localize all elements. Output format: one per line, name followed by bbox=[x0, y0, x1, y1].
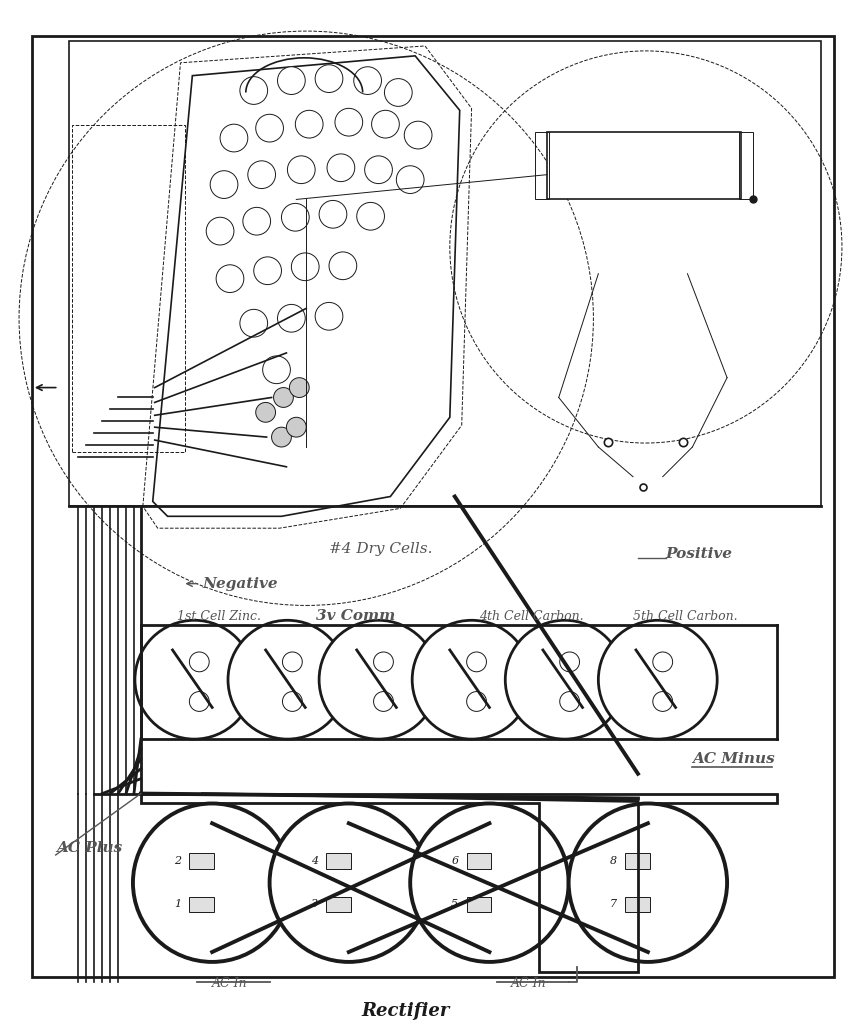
Text: AC Minus: AC Minus bbox=[691, 752, 774, 766]
Text: 6: 6 bbox=[450, 856, 458, 866]
Text: 1: 1 bbox=[174, 899, 181, 909]
Circle shape bbox=[216, 265, 244, 293]
Circle shape bbox=[282, 652, 302, 672]
Circle shape bbox=[282, 204, 309, 231]
Text: 8: 8 bbox=[609, 856, 616, 866]
Circle shape bbox=[326, 154, 355, 181]
Text: AC Plus: AC Plus bbox=[56, 841, 121, 855]
Circle shape bbox=[295, 111, 323, 138]
Text: AC In: AC In bbox=[511, 977, 546, 990]
Bar bbox=[325, 853, 350, 868]
Circle shape bbox=[263, 356, 290, 384]
Text: Negative: Negative bbox=[202, 577, 277, 591]
Bar bbox=[189, 853, 214, 868]
Text: 4th Cell Carbon.: 4th Cell Carbon. bbox=[479, 610, 584, 624]
Circle shape bbox=[256, 402, 276, 422]
Bar bbox=[325, 897, 350, 912]
Text: 3v Comm: 3v Comm bbox=[316, 609, 395, 624]
Text: 1st Cell Zinc.: 1st Cell Zinc. bbox=[177, 610, 261, 624]
Circle shape bbox=[291, 253, 319, 281]
Circle shape bbox=[319, 201, 346, 228]
Circle shape bbox=[247, 161, 276, 188]
Circle shape bbox=[559, 691, 579, 712]
Circle shape bbox=[271, 427, 291, 447]
Circle shape bbox=[652, 691, 672, 712]
Bar bbox=[546, 132, 740, 200]
Circle shape bbox=[466, 691, 486, 712]
Text: 7: 7 bbox=[609, 899, 616, 909]
Circle shape bbox=[335, 109, 362, 136]
Circle shape bbox=[286, 418, 306, 437]
Circle shape bbox=[396, 166, 424, 194]
Circle shape bbox=[404, 121, 431, 148]
Bar bbox=[69, 41, 821, 507]
Circle shape bbox=[505, 621, 623, 739]
Circle shape bbox=[282, 691, 302, 712]
Circle shape bbox=[269, 804, 428, 962]
Circle shape bbox=[410, 804, 568, 962]
Circle shape bbox=[652, 652, 672, 672]
Circle shape bbox=[243, 207, 270, 236]
Circle shape bbox=[559, 652, 579, 672]
Text: #4 Dry Cells.: #4 Dry Cells. bbox=[328, 542, 431, 556]
Circle shape bbox=[315, 302, 343, 330]
Circle shape bbox=[353, 67, 381, 94]
Circle shape bbox=[287, 156, 315, 183]
Bar bbox=[624, 853, 649, 868]
Bar bbox=[466, 897, 491, 912]
Text: Positive: Positive bbox=[665, 547, 732, 561]
Text: 2: 2 bbox=[174, 856, 181, 866]
Circle shape bbox=[384, 79, 412, 106]
Circle shape bbox=[373, 691, 393, 712]
Circle shape bbox=[189, 691, 209, 712]
Circle shape bbox=[466, 652, 486, 672]
Circle shape bbox=[319, 621, 437, 739]
Circle shape bbox=[135, 621, 253, 739]
Text: 4: 4 bbox=[310, 856, 318, 866]
Circle shape bbox=[206, 217, 233, 245]
Bar bbox=[189, 897, 214, 912]
Text: AC In: AC In bbox=[212, 977, 247, 990]
Circle shape bbox=[210, 171, 238, 199]
Circle shape bbox=[228, 621, 346, 739]
Circle shape bbox=[568, 804, 726, 962]
Text: 5: 5 bbox=[450, 899, 458, 909]
Circle shape bbox=[189, 652, 209, 672]
Text: 5th Cell Carbon.: 5th Cell Carbon. bbox=[632, 610, 737, 624]
Circle shape bbox=[364, 156, 392, 183]
Circle shape bbox=[598, 621, 716, 739]
Circle shape bbox=[315, 65, 343, 92]
Bar bbox=[738, 132, 752, 200]
Polygon shape bbox=[152, 56, 459, 516]
Circle shape bbox=[239, 309, 267, 337]
Text: 3: 3 bbox=[310, 899, 318, 909]
Bar bbox=[624, 897, 649, 912]
Circle shape bbox=[356, 203, 384, 230]
Bar bbox=[71, 125, 185, 452]
Circle shape bbox=[239, 77, 267, 104]
Bar bbox=[466, 853, 491, 868]
Circle shape bbox=[133, 804, 291, 962]
Circle shape bbox=[371, 111, 399, 138]
Circle shape bbox=[256, 115, 283, 142]
Circle shape bbox=[220, 124, 247, 152]
Circle shape bbox=[373, 652, 393, 672]
Circle shape bbox=[289, 378, 309, 397]
Circle shape bbox=[277, 67, 305, 94]
Circle shape bbox=[277, 304, 305, 332]
Circle shape bbox=[273, 387, 293, 408]
Circle shape bbox=[329, 252, 356, 280]
Circle shape bbox=[253, 257, 282, 285]
Bar bbox=[535, 132, 548, 200]
Circle shape bbox=[412, 621, 530, 739]
Text: Rectifier: Rectifier bbox=[361, 1001, 449, 1020]
